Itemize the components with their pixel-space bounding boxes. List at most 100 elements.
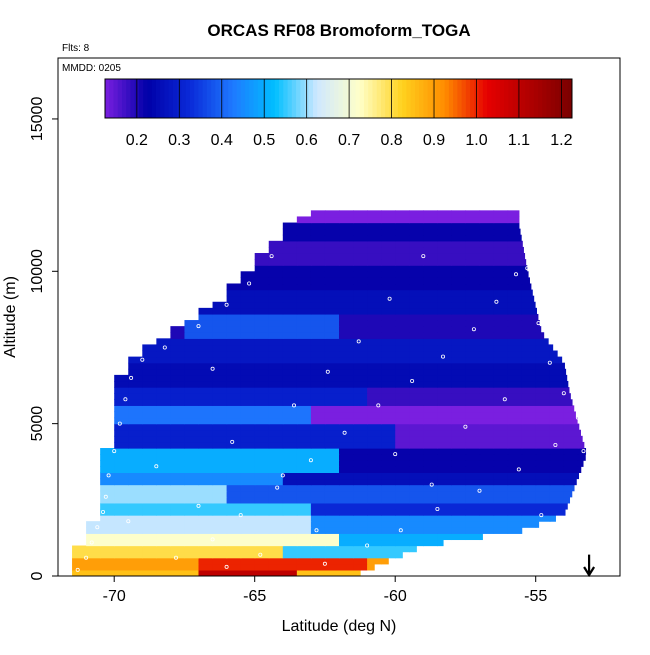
heatmap-cell xyxy=(296,527,312,534)
heatmap-cell xyxy=(437,216,452,224)
heatmap-cell xyxy=(339,460,354,467)
heatmap-cell xyxy=(240,490,256,498)
heatmap-cell xyxy=(170,490,186,498)
heatmap-cell xyxy=(423,533,438,541)
heatmap-cell xyxy=(381,332,396,339)
heatmap-cell xyxy=(296,417,312,425)
heatmap-cell xyxy=(367,551,382,559)
heatmap-cell xyxy=(170,533,186,541)
heatmap-cell xyxy=(268,380,284,388)
colorbar-swatch xyxy=(368,79,373,118)
heatmap-cell xyxy=(353,210,368,218)
heatmap-cell xyxy=(198,338,214,346)
heatmap-cell xyxy=(282,484,298,492)
heatmap-cell xyxy=(381,435,396,443)
heatmap-cell xyxy=(353,259,368,266)
heatmap-cell xyxy=(437,380,452,388)
heatmap-cell xyxy=(226,502,242,510)
heatmap-cell xyxy=(521,307,537,315)
heatmap-cell xyxy=(367,344,382,352)
heatmap-cell xyxy=(128,356,143,364)
heatmap-cell xyxy=(128,478,143,486)
heatmap-cell xyxy=(296,320,312,327)
heatmap-cell xyxy=(437,435,452,443)
heatmap-cell xyxy=(395,216,410,224)
heatmap-cell xyxy=(170,478,186,486)
heatmap-cell xyxy=(170,502,186,510)
colorbar-swatch xyxy=(313,79,318,118)
heatmap-cell xyxy=(423,374,438,382)
heatmap-cell xyxy=(212,551,228,559)
heatmap-cell xyxy=(549,460,565,467)
heatmap-cell xyxy=(465,460,481,467)
heatmap-cell xyxy=(353,374,368,382)
heatmap-cell xyxy=(367,466,382,473)
heatmap-cell xyxy=(465,356,481,364)
heatmap-cell xyxy=(212,515,228,522)
heatmap-cell xyxy=(156,393,171,400)
heatmap-cell xyxy=(521,490,537,498)
heatmap-cell xyxy=(240,484,256,492)
heatmap-cell xyxy=(226,454,242,461)
heatmap-cell xyxy=(353,460,368,467)
heatmap-cell xyxy=(423,460,438,467)
heatmap-cell xyxy=(521,253,526,260)
colorbar-swatch xyxy=(113,79,119,118)
heatmap-cell xyxy=(437,411,452,419)
heatmap-cell xyxy=(268,338,284,346)
heatmap-cell xyxy=(493,399,509,406)
heatmap-cell xyxy=(310,551,326,559)
sample-point xyxy=(101,509,106,514)
heatmap-cell xyxy=(128,521,143,528)
heatmap-cell xyxy=(156,496,171,504)
heatmap-cell xyxy=(226,368,242,376)
heatmap-cell xyxy=(254,301,270,309)
heatmap-cell xyxy=(268,521,284,528)
heatmap-cell xyxy=(240,527,256,534)
heatmap-cell xyxy=(479,478,495,486)
heatmap-cell xyxy=(282,545,298,553)
heatmap-cell xyxy=(535,399,551,406)
heatmap-cell xyxy=(240,393,256,400)
heatmap-cell xyxy=(254,405,270,413)
heatmap-cell xyxy=(339,454,354,461)
sample-point xyxy=(140,357,145,362)
heatmap-cell xyxy=(451,448,467,455)
heatmap-cell xyxy=(521,423,537,431)
heatmap-cell xyxy=(142,411,157,419)
heatmap-cell xyxy=(114,423,129,431)
heatmap-cell xyxy=(409,393,424,400)
heatmap-cell xyxy=(212,399,228,406)
heatmap-cell xyxy=(226,441,242,449)
heatmap-cell xyxy=(367,350,382,358)
heatmap-cell xyxy=(339,259,354,266)
heatmap-cell xyxy=(465,362,481,370)
heatmap-cell xyxy=(423,362,438,370)
heatmap-cell xyxy=(577,472,580,480)
heatmap-cell xyxy=(310,557,326,565)
colorbar-swatch xyxy=(228,79,233,118)
colorbar-swatch xyxy=(567,79,573,118)
heatmap-cell xyxy=(296,429,312,437)
x-tick-label: -55 xyxy=(524,588,547,605)
heatmap-cell xyxy=(240,563,256,571)
colorbar-swatch xyxy=(109,79,114,118)
colorbar-swatch xyxy=(105,79,110,118)
heatmap-cell xyxy=(353,326,368,333)
heatmap-cell xyxy=(423,399,438,406)
colorbar-swatch xyxy=(508,79,514,118)
heatmap-cell xyxy=(296,289,312,297)
heatmap-cell xyxy=(339,508,354,516)
heatmap-cell xyxy=(198,515,214,522)
heatmap-cell xyxy=(226,545,242,553)
heatmap-cell xyxy=(268,508,284,516)
heatmap-cell xyxy=(409,411,424,419)
heatmap-cell xyxy=(198,545,214,553)
colorbar-swatch xyxy=(342,79,348,118)
heatmap-cell xyxy=(493,423,509,431)
heatmap-cell xyxy=(353,332,368,339)
heatmap-cell xyxy=(535,338,549,346)
heatmap-cell xyxy=(339,356,354,364)
heatmap-cell xyxy=(381,515,396,522)
colorbar-swatch xyxy=(334,79,339,118)
